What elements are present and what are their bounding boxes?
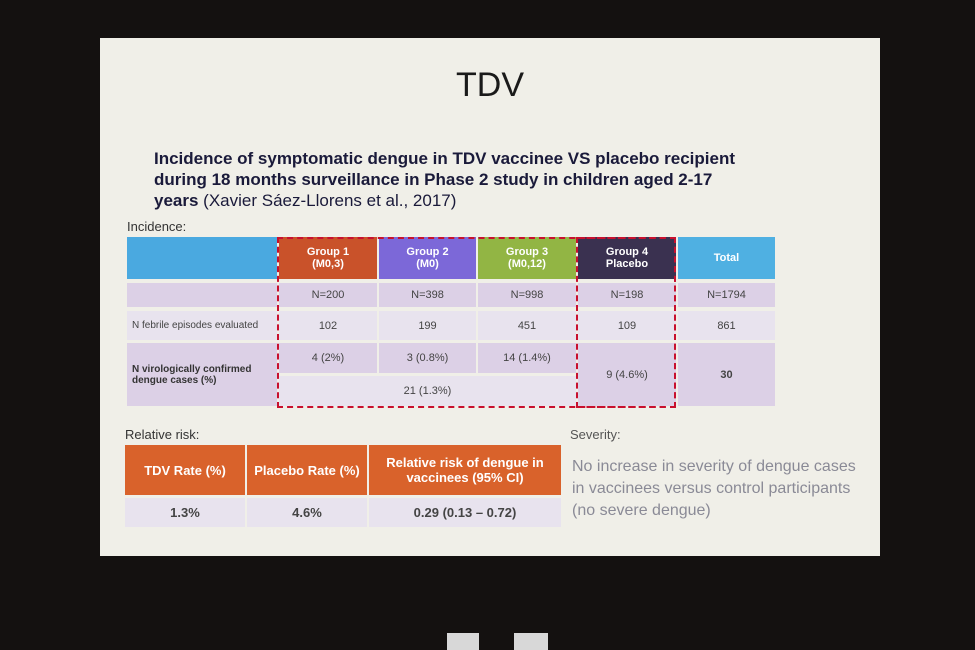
header-cell: Placebo Rate (%) bbox=[247, 445, 367, 495]
header-text: Group 1 bbox=[306, 246, 350, 258]
header-cell: Relative risk of dengue in vaccinees (95… bbox=[369, 445, 561, 495]
cell: 0.29 (0.13 – 0.72) bbox=[369, 498, 561, 527]
header-cell: Group 4 Placebo bbox=[578, 237, 676, 279]
cell: 21 (1.3%) bbox=[279, 376, 576, 406]
cell: 30 bbox=[678, 343, 775, 406]
cell: N=998 bbox=[478, 283, 576, 307]
cell: 861 bbox=[678, 311, 775, 340]
cell: 3 (0.8%) bbox=[379, 343, 476, 373]
severity-text: No increase in severity of dengue cases … bbox=[572, 458, 856, 519]
outlet bbox=[447, 633, 479, 650]
citation: (Xavier Sáez-Llorens et al., 2017) bbox=[203, 191, 457, 210]
row-label: N virologically confirmed dengue cases (… bbox=[127, 343, 277, 406]
cell: 199 bbox=[379, 311, 476, 340]
highlight-box bbox=[576, 237, 676, 408]
cell: N=1794 bbox=[678, 283, 775, 307]
header-text: (M0) bbox=[416, 258, 439, 270]
cell: N=200 bbox=[279, 283, 377, 307]
cell: 109 bbox=[578, 311, 676, 340]
cell: 9 (4.6%) bbox=[578, 343, 676, 406]
header-cell: Group 3 (M0,12) bbox=[478, 237, 576, 279]
header-cell bbox=[127, 237, 277, 279]
cell: 4 (2%) bbox=[279, 343, 377, 373]
header-cell: Total bbox=[678, 237, 775, 279]
cell: N=198 bbox=[578, 283, 676, 307]
severity-label: Severity: bbox=[570, 427, 621, 442]
header-text: Placebo bbox=[605, 258, 649, 270]
heading-text: Incidence of symptomatic dengue in TDV v… bbox=[154, 149, 735, 210]
header-text: Group 4 bbox=[605, 246, 649, 258]
incidence-label: Incidence: bbox=[127, 219, 187, 234]
row-label: N febrile episodes evaluated bbox=[127, 311, 277, 340]
relative-risk-label: Relative risk: bbox=[125, 427, 200, 442]
cell: 4.6% bbox=[247, 498, 367, 527]
cell bbox=[127, 283, 277, 307]
header-text: (M0,12) bbox=[508, 258, 546, 270]
slide: TDV Incidence of symptomatic dengue in T… bbox=[100, 38, 880, 556]
cell: 1.3% bbox=[125, 498, 245, 527]
header-text: (M0,3) bbox=[312, 258, 344, 270]
cell: 14 (1.4%) bbox=[478, 343, 576, 373]
cell: 102 bbox=[279, 311, 377, 340]
outlet bbox=[514, 633, 548, 650]
cell: N=398 bbox=[379, 283, 476, 307]
slide-title: TDV bbox=[456, 66, 524, 104]
cell: 451 bbox=[478, 311, 576, 340]
header-cell: TDV Rate (%) bbox=[125, 445, 245, 495]
header-text: Total bbox=[713, 252, 740, 264]
header-text: Group 2 bbox=[406, 246, 449, 258]
header-text: Group 3 bbox=[505, 246, 549, 258]
header-cell: Group 1 (M0,3) bbox=[279, 237, 377, 279]
heading: Incidence of symptomatic dengue in TDV v… bbox=[154, 148, 754, 211]
header-cell: Group 2 (M0) bbox=[379, 237, 476, 279]
